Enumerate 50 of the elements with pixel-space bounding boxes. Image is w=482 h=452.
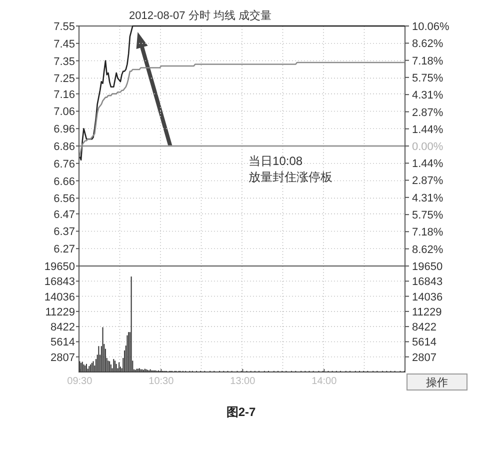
y-tick-label: 16843 xyxy=(44,276,75,288)
y-tick-label: 7.25 xyxy=(54,73,75,86)
y-tick-label: 7.55 xyxy=(54,21,75,33)
y2-tick-label: 2.87% xyxy=(412,175,444,188)
y2-tick-label: 19650 xyxy=(412,261,443,273)
x-tick-label: 14:00 xyxy=(312,376,338,387)
y2-tick-label: 11229 xyxy=(412,306,442,318)
y-tick-label: 7.06 xyxy=(54,106,75,118)
y-tick-label: 6.56 xyxy=(54,193,75,206)
chart-title: 2012-08-07 分时 均线 成交量 xyxy=(129,9,272,22)
y2-tick-label: 7.18% xyxy=(412,55,444,68)
y-tick-label: 5614 xyxy=(50,336,75,349)
y2-tick-label: 0.00% xyxy=(412,141,444,153)
y-tick-label: 19650 xyxy=(44,261,75,273)
x-tick-label: 09:30 xyxy=(67,376,93,387)
y-tick-label: 6.86 xyxy=(54,141,75,153)
y-tick-label: 7.45 xyxy=(54,38,75,50)
y-tick-label: 6.37 xyxy=(54,226,75,238)
y2-tick-label: 2807 xyxy=(412,352,436,364)
y2-tick-label: 8.62% xyxy=(412,244,444,256)
y2-tick-label: 5.75% xyxy=(412,210,444,222)
y-tick-label: 6.66 xyxy=(54,176,75,188)
x-tick-label: 10:30 xyxy=(148,376,174,387)
caption: 图2-7 xyxy=(226,405,256,419)
y-tick-label: 2807 xyxy=(50,352,75,364)
y-tick-label: 8422 xyxy=(50,322,75,334)
y2-tick-label: 4.31% xyxy=(412,90,444,102)
y2-tick-label: 10.06% xyxy=(412,21,450,33)
y2-tick-label: 16843 xyxy=(412,276,443,288)
annotation: 当日10:08放量封住涨停板 xyxy=(248,154,333,184)
y2-tick-label: 1.44% xyxy=(412,158,444,170)
y2-tick-label: 14036 xyxy=(412,291,443,304)
y-tick-label: 7.35 xyxy=(54,56,75,68)
y2-tick-label: 8.62% xyxy=(412,38,444,50)
y-tick-label: 6.27 xyxy=(54,244,75,256)
text: 操作 xyxy=(426,377,448,389)
y-tick-label: 6.47 xyxy=(54,208,75,221)
y2-tick-label: 2.87% xyxy=(412,106,444,119)
x-tick-label: 13:00 xyxy=(230,376,256,387)
y2-tick-label: 5.75% xyxy=(412,72,444,84)
y-tick-label: 6.76 xyxy=(54,158,75,170)
y2-tick-label: 5614 xyxy=(412,336,436,349)
y2-tick-label: 4.31% xyxy=(412,192,444,204)
y-tick-label: 7.16 xyxy=(54,88,75,101)
y2-tick-label: 1.44% xyxy=(412,124,444,136)
y2-tick-label: 8422 xyxy=(412,322,436,334)
y-tick-label: 11229 xyxy=(45,306,75,318)
y-tick-label: 6.96 xyxy=(54,124,75,136)
y2-tick-label: 7.18% xyxy=(412,226,444,239)
y-tick-label: 14036 xyxy=(44,291,75,304)
